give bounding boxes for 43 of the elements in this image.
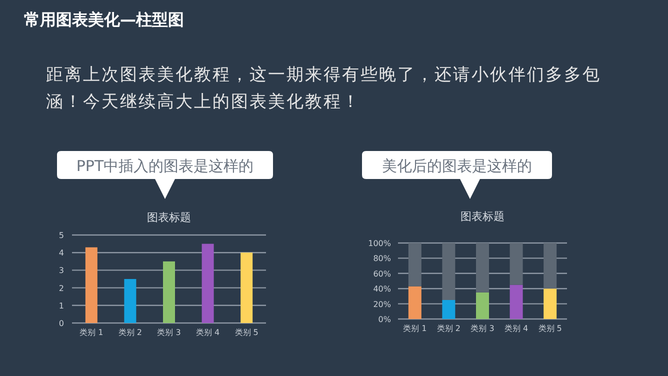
bar bbox=[163, 261, 175, 323]
bar bbox=[476, 292, 489, 319]
bar bbox=[544, 288, 557, 319]
y-tick-label: 80% bbox=[373, 254, 392, 264]
bar bbox=[442, 243, 456, 300]
y-tick-label: 60% bbox=[373, 269, 392, 278]
y-tick-label: 20% bbox=[373, 300, 392, 309]
y-tick-label: 0 bbox=[58, 319, 64, 328]
bar bbox=[408, 243, 422, 286]
y-tick-label: 2 bbox=[58, 284, 64, 293]
bar bbox=[408, 286, 422, 319]
chart-title: 图表标题 bbox=[460, 210, 504, 223]
y-tick-label: 1 bbox=[58, 301, 64, 310]
x-tick-label: 类别 4 bbox=[196, 328, 220, 337]
x-tick-label: 类别 3 bbox=[157, 328, 181, 337]
x-tick-label: 类别 1 bbox=[403, 324, 427, 333]
y-tick-label: 4 bbox=[58, 248, 64, 258]
bar bbox=[442, 300, 456, 319]
x-tick-label: 类别 3 bbox=[470, 324, 494, 333]
bar bbox=[202, 244, 214, 323]
text: PPT中插入的图表是这样的 bbox=[76, 157, 254, 175]
bar bbox=[476, 243, 489, 292]
text: 美化后的图表是这样的 bbox=[382, 157, 532, 175]
y-tick-label: 0% bbox=[378, 315, 392, 324]
x-tick-label: 类别 5 bbox=[538, 324, 562, 333]
text: 常用图表美化—柱型图 bbox=[24, 10, 184, 29]
bar bbox=[544, 243, 557, 289]
bar bbox=[510, 284, 523, 319]
chart-title: 图表标题 bbox=[147, 211, 191, 224]
x-tick-label: 类别 2 bbox=[436, 324, 461, 333]
x-tick-label: 类别 2 bbox=[118, 328, 142, 337]
x-tick-label: 类别 5 bbox=[234, 328, 258, 337]
y-tick-label: 40% bbox=[373, 284, 392, 294]
x-tick-label: 类别 1 bbox=[80, 328, 104, 337]
y-tick-label: 5 bbox=[58, 231, 64, 240]
y-tick-label: 3 bbox=[58, 266, 64, 276]
bar bbox=[85, 247, 98, 323]
bar bbox=[510, 243, 523, 285]
text: 距离上次图表美化教程，这一期来得有些晚了，还请小伙伴们多多包涵！今天继续高大上的图表美化教程！ bbox=[46, 64, 602, 114]
y-tick-label: 100% bbox=[368, 239, 392, 248]
bar bbox=[240, 252, 253, 323]
bar bbox=[124, 279, 136, 323]
x-tick-label: 类别 4 bbox=[504, 324, 528, 333]
